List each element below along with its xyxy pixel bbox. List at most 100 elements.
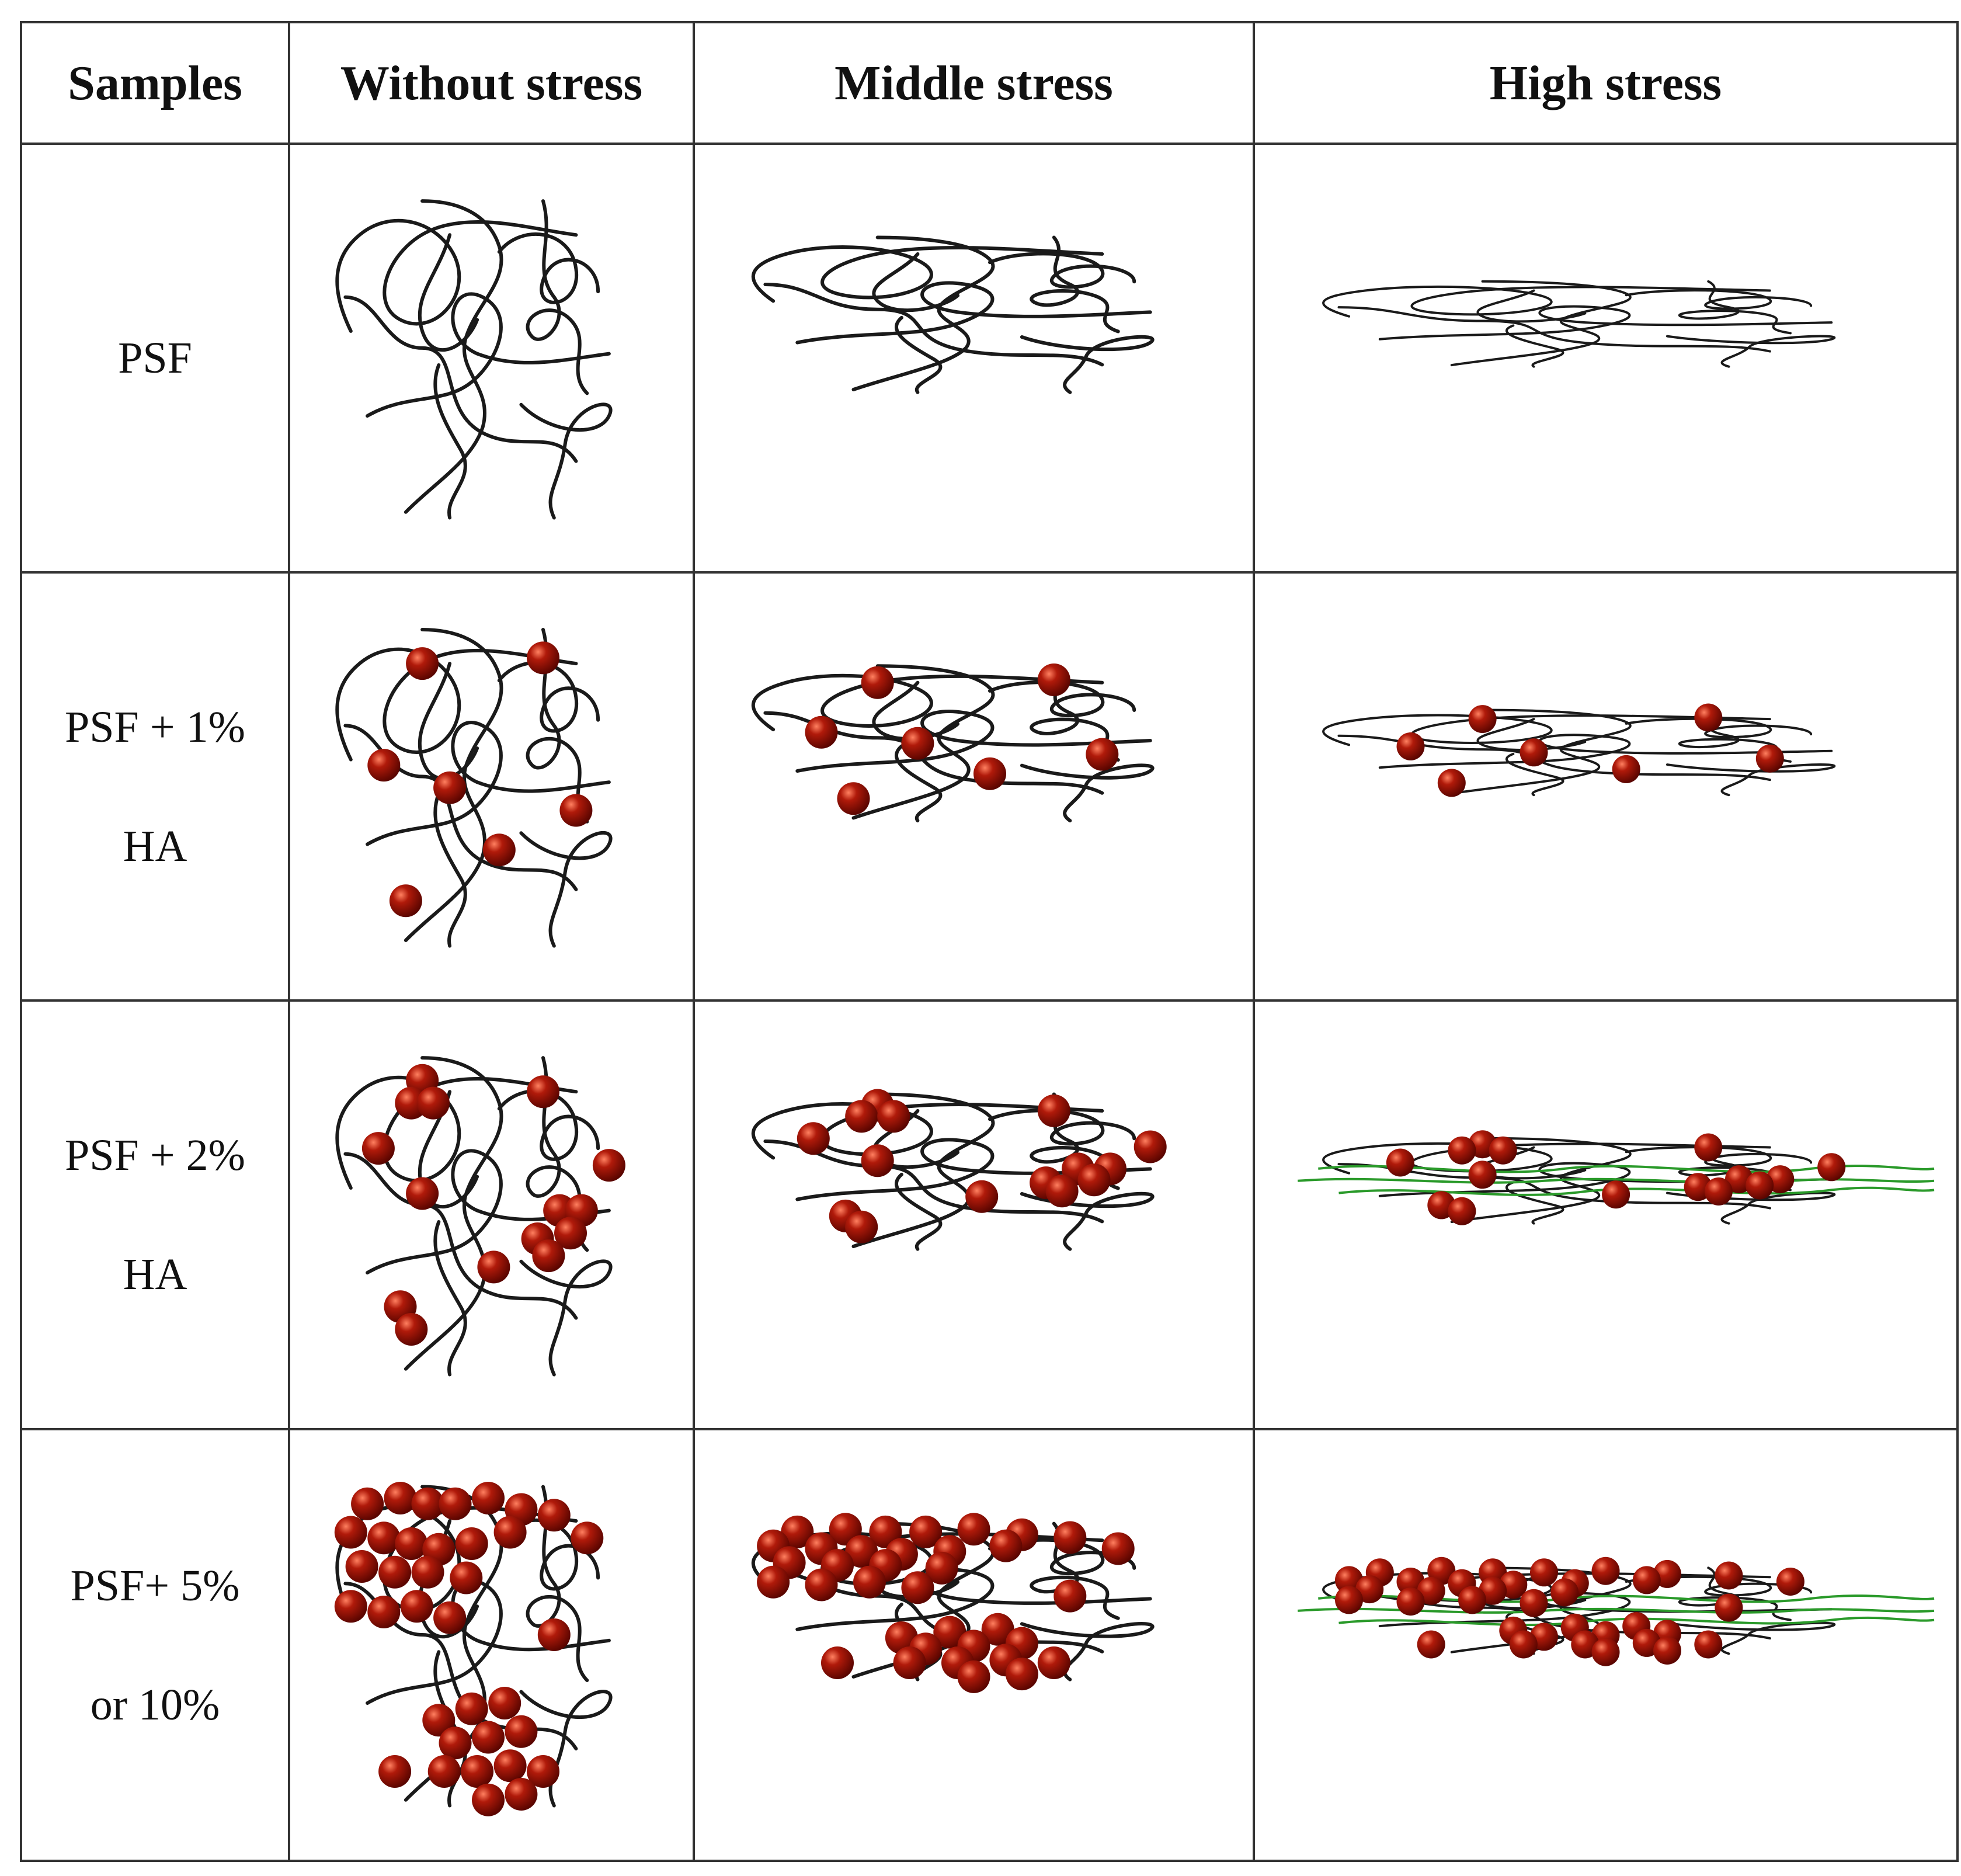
ha-particle xyxy=(757,1565,790,1599)
ha-particle xyxy=(1530,1558,1558,1587)
polymer-chain xyxy=(1505,1181,1564,1225)
polymer-chain xyxy=(433,363,467,520)
ha-particle xyxy=(367,749,401,782)
polymer-chain xyxy=(752,673,1104,732)
ha-particle xyxy=(877,1100,910,1133)
ha-particle xyxy=(400,1590,433,1623)
polymer-chain xyxy=(988,1538,1136,1576)
ha-particle xyxy=(1101,1532,1135,1565)
ha-particle xyxy=(1396,1587,1425,1616)
ha-particle xyxy=(965,1180,999,1213)
ha-particle xyxy=(592,1149,625,1182)
ha-particle xyxy=(797,1122,830,1155)
ha-particle xyxy=(1509,1630,1538,1659)
row-label-line: HA xyxy=(123,1250,187,1299)
ha-particle xyxy=(378,1755,412,1788)
polymer-chain xyxy=(872,252,959,312)
polymer-chain xyxy=(418,233,479,352)
oriented-chain xyxy=(1298,1177,1935,1184)
polymer-chain xyxy=(519,402,613,520)
polymer-chain xyxy=(1666,1191,1835,1225)
ha-particle xyxy=(1694,1133,1723,1162)
polymer-chain xyxy=(1625,1575,1813,1597)
polymer-chain xyxy=(366,1578,611,1705)
ha-particle xyxy=(493,1749,527,1783)
polymer-illustration xyxy=(1322,703,1835,797)
ha-particle xyxy=(1458,1586,1486,1614)
oriented-chain xyxy=(1338,1616,1935,1627)
panel-psf1-middle-stress xyxy=(694,572,1254,1000)
ha-particle xyxy=(537,1499,571,1532)
polymer-chain xyxy=(1020,1191,1155,1251)
ha-particle xyxy=(532,1239,565,1273)
ha-particle xyxy=(821,1646,854,1679)
polymer-illustration xyxy=(335,628,613,948)
ha-particle xyxy=(450,1561,483,1594)
ha-particle xyxy=(406,647,439,680)
ha-particle xyxy=(957,1513,990,1546)
polymer-chain xyxy=(1020,335,1155,394)
row-label-line: PSF + 1% xyxy=(65,702,245,752)
panel-psf5-middle-stress xyxy=(694,1429,1254,1861)
panel-psf5-without-stress xyxy=(289,1429,694,1861)
panel-psf2-high-stress xyxy=(1254,1000,1957,1429)
ha-particle xyxy=(1437,769,1466,797)
row-label-psf-2-ha: PSF + 2% HA xyxy=(21,1000,289,1429)
ha-particle xyxy=(1602,1180,1630,1209)
header-middle-stress: Middle stress xyxy=(835,55,1113,110)
ha-particle xyxy=(1045,1175,1079,1208)
ha-particle xyxy=(901,727,934,760)
row-label-line: PSF xyxy=(118,333,192,383)
polymer-chain xyxy=(895,744,943,823)
ha-particle xyxy=(378,1555,412,1589)
polymer-chain xyxy=(1505,324,1564,368)
ha-particle xyxy=(781,1515,814,1548)
ha-particle xyxy=(461,1755,494,1788)
oriented-chain xyxy=(1338,1186,1935,1196)
ha-particle xyxy=(1053,1579,1087,1613)
ha-particle xyxy=(1053,1521,1087,1554)
ha-particle xyxy=(1612,755,1640,783)
ha-particle xyxy=(1396,732,1425,760)
ha-particle xyxy=(861,666,894,699)
polymer-chain xyxy=(335,647,578,762)
polymer-illustration xyxy=(752,235,1155,394)
ha-particle xyxy=(1755,744,1784,773)
polymer-chain xyxy=(1666,1621,1835,1655)
polymer-chain xyxy=(795,710,1152,773)
ha-particle xyxy=(925,1551,958,1585)
ha-particle xyxy=(477,1250,510,1284)
polymer-illustration xyxy=(752,663,1155,823)
ha-particle xyxy=(361,1132,395,1165)
ha-particle xyxy=(527,641,559,675)
ha-particle xyxy=(1591,1557,1620,1585)
ha-particle xyxy=(411,1555,444,1589)
polymer-chain xyxy=(763,283,1104,367)
polymer-chain xyxy=(1020,1622,1155,1682)
ha-particle xyxy=(1134,1130,1167,1163)
ha-particle xyxy=(805,715,838,749)
polymer-chain xyxy=(519,1259,613,1377)
ha-particle xyxy=(351,1487,384,1520)
polymer-illustration xyxy=(334,1482,613,1816)
ha-particle xyxy=(1520,738,1548,767)
header-samples: Samples xyxy=(68,55,242,110)
ha-particle xyxy=(367,1521,401,1555)
ha-particle xyxy=(384,1482,417,1514)
ha-particle xyxy=(837,782,870,815)
ha-particle xyxy=(1550,1578,1579,1607)
ha-particle xyxy=(395,1313,428,1346)
row-label-line: PSF + 2% xyxy=(65,1131,245,1180)
ha-particle xyxy=(571,1521,604,1555)
ha-particle xyxy=(909,1515,943,1548)
panel-psf2-middle-stress xyxy=(694,1000,1254,1429)
ha-particle xyxy=(1448,1136,1476,1165)
polymer-chain xyxy=(366,292,611,418)
ha-particle xyxy=(559,794,593,827)
ha-particle xyxy=(433,1601,467,1634)
polymer-chain xyxy=(1378,305,1833,341)
polymer-chain xyxy=(1625,289,1813,310)
ha-particle xyxy=(554,1217,587,1250)
polymer-chain xyxy=(795,281,1152,345)
ha-particle xyxy=(1086,738,1119,771)
